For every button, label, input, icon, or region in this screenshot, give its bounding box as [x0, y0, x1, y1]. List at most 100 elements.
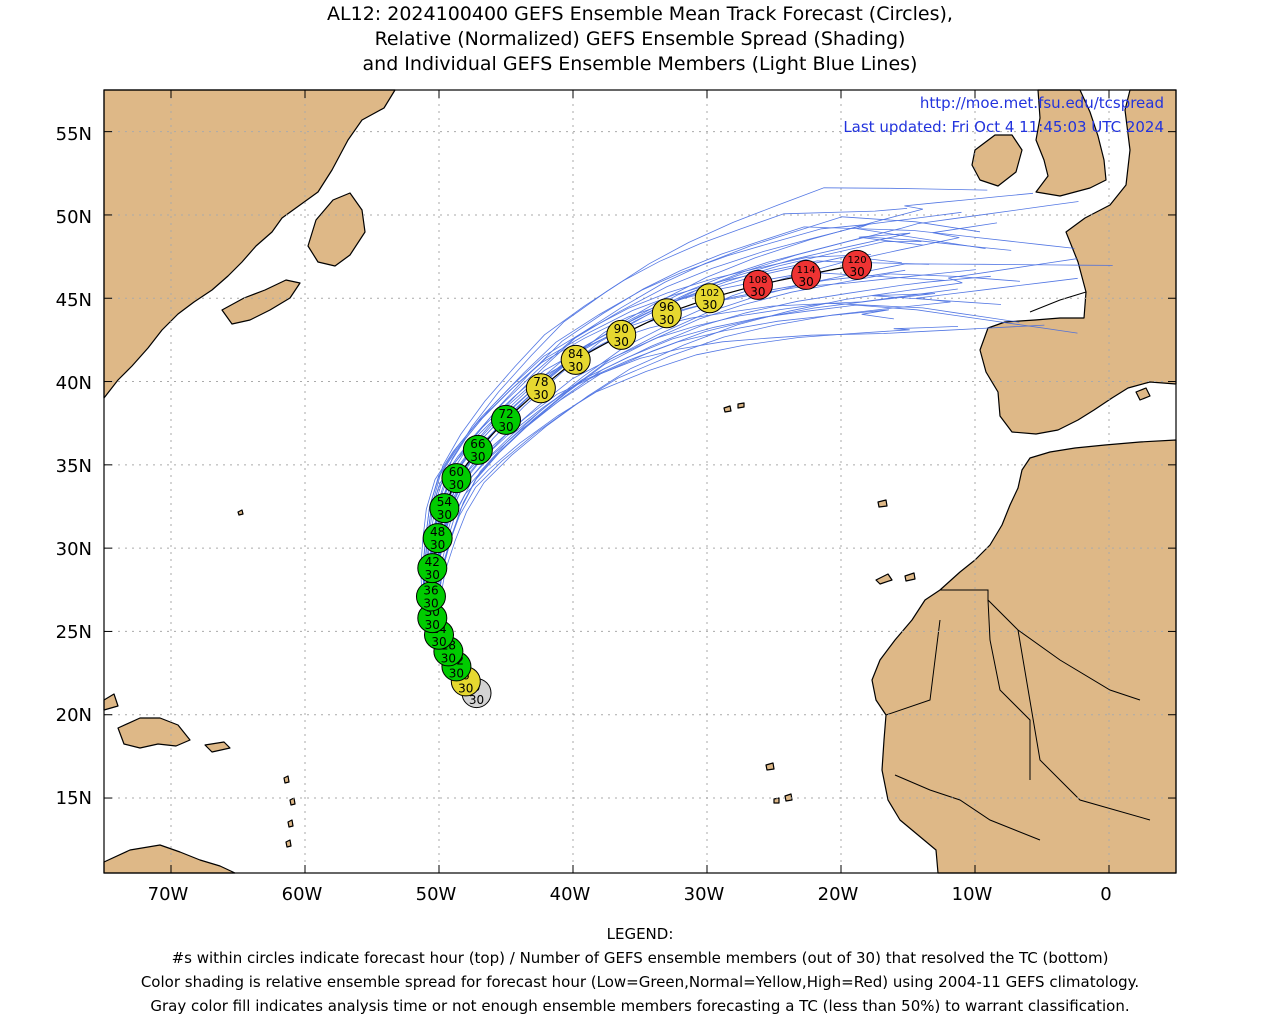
- map-title-line-3: and Individual GEFS Ensemble Members (Li…: [362, 53, 918, 75]
- forecast-hour-label: 42: [425, 555, 440, 569]
- land-north-america: [103, 89, 396, 399]
- forecast-hour-label: 90: [614, 322, 629, 336]
- lon-label-40w: 40W: [549, 884, 591, 905]
- member-count-label: 30: [614, 335, 629, 349]
- lon-label-30w: 30W: [683, 884, 725, 905]
- lon-label-20w: 20W: [817, 884, 859, 905]
- member-count-label: 30: [702, 298, 717, 312]
- lat-label-50n: 50N: [55, 207, 92, 228]
- lon-label-10w: 10W: [951, 884, 993, 905]
- member-count-label: 30: [849, 265, 864, 279]
- legend-line-2: Color shading is relative ensemble sprea…: [140, 973, 1140, 991]
- land-lesser-antilles: [283, 775, 296, 848]
- lat-label-25n: 25N: [55, 622, 92, 643]
- map-title-line-2: Relative (Normalized) GEFS Ensemble Spre…: [374, 28, 906, 50]
- member-count-label: 30: [449, 666, 464, 680]
- member-count-label: 30: [425, 618, 440, 632]
- forecast-hour-label: 96: [659, 300, 674, 314]
- forecast-hour-label: 108: [748, 275, 767, 286]
- lon-label-0: 0: [1100, 884, 1112, 905]
- legend-line-3: Gray color fill indicates analysis time …: [150, 997, 1130, 1015]
- axis-ticks: [104, 90, 1176, 873]
- member-count-label: 30: [469, 693, 484, 707]
- member-count-label: 30: [659, 313, 674, 327]
- forecast-circle: [525, 373, 556, 404]
- forecast-circle: [560, 344, 591, 375]
- member-count-label: 30: [425, 568, 440, 582]
- forecast-hour-label: 60: [449, 465, 464, 479]
- member-count-label: 30: [458, 681, 473, 695]
- member-count-label: 30: [470, 450, 485, 464]
- forecast-circle: [606, 319, 637, 350]
- lat-label-20n: 20N: [55, 705, 92, 726]
- land-hispaniola: [117, 717, 191, 749]
- lat-label-30n: 30N: [55, 539, 92, 560]
- land-ireland: [971, 134, 1023, 187]
- forecast-circle: [742, 269, 773, 300]
- land-canary-2: [904, 572, 916, 582]
- land-puerto-rico: [204, 741, 231, 753]
- forecast-hour-label: 72: [498, 407, 513, 421]
- land-canary: [875, 573, 893, 585]
- forecast-hour-label: 102: [700, 288, 719, 299]
- forecast-hour-label: 54: [437, 495, 452, 509]
- land-south-america: [103, 844, 236, 874]
- forecast-circle: [791, 259, 822, 290]
- forecast-circle: [694, 283, 725, 314]
- forecast-circle: [417, 553, 448, 584]
- lat-label-40n: 40N: [55, 373, 92, 394]
- land-nova-scotia: [221, 279, 301, 325]
- member-count-label: 30: [533, 388, 548, 402]
- forecast-circle: [441, 463, 472, 494]
- member-count-label: 30: [423, 596, 438, 610]
- land-bermuda: [237, 509, 244, 516]
- lon-label-60w: 60W: [281, 884, 323, 905]
- lat-label-45n: 45N: [55, 290, 92, 311]
- land-cape-verde-1: [765, 762, 775, 771]
- member-count-label: 30: [430, 538, 445, 552]
- lat-label-35n: 35N: [55, 456, 92, 477]
- member-count-label: 30: [750, 285, 765, 299]
- map-title-line-1: AL12: 2024100400 GEFS Ensemble Mean Trac…: [327, 3, 953, 25]
- land-cape-verde-2: [784, 793, 793, 802]
- forecast-hour-label: 114: [797, 265, 816, 276]
- lat-label-55n: 55N: [55, 124, 92, 145]
- member-count-label: 30: [437, 508, 452, 522]
- forecast-circle: [842, 249, 873, 280]
- legend-line-1: #s within circles indicate forecast hour…: [171, 949, 1109, 967]
- forecast-hour-label: 120: [848, 255, 867, 266]
- forecast-hour-label: 48: [430, 525, 445, 539]
- forecast-circle: [422, 523, 453, 554]
- lon-label-50w: 50W: [415, 884, 457, 905]
- land-cape-verde-3: [773, 797, 780, 804]
- lat-lon-grid: [104, 90, 1176, 873]
- member-count-label: 30: [498, 420, 513, 434]
- source-url: http://moe.met.fsu.edu/tcspread: [920, 94, 1164, 112]
- last-updated: Last updated: Fri Oct 4 11:45:03 UTC 202…: [843, 118, 1164, 136]
- member-count-label: 30: [449, 478, 464, 492]
- land-azores-1: [723, 405, 732, 413]
- country-borders: [885, 291, 1151, 841]
- forecast-circle: [429, 493, 460, 524]
- forecast-circle: [491, 404, 521, 435]
- forecast-circle: [651, 298, 682, 329]
- land-great-britain: [1035, 89, 1107, 197]
- forecast-circles: 0306301230183024303030363042304830543060…: [415, 249, 873, 709]
- member-count-label: 30: [568, 360, 583, 374]
- lon-label-70w: 70W: [147, 884, 189, 905]
- map-frame: [103, 89, 1177, 874]
